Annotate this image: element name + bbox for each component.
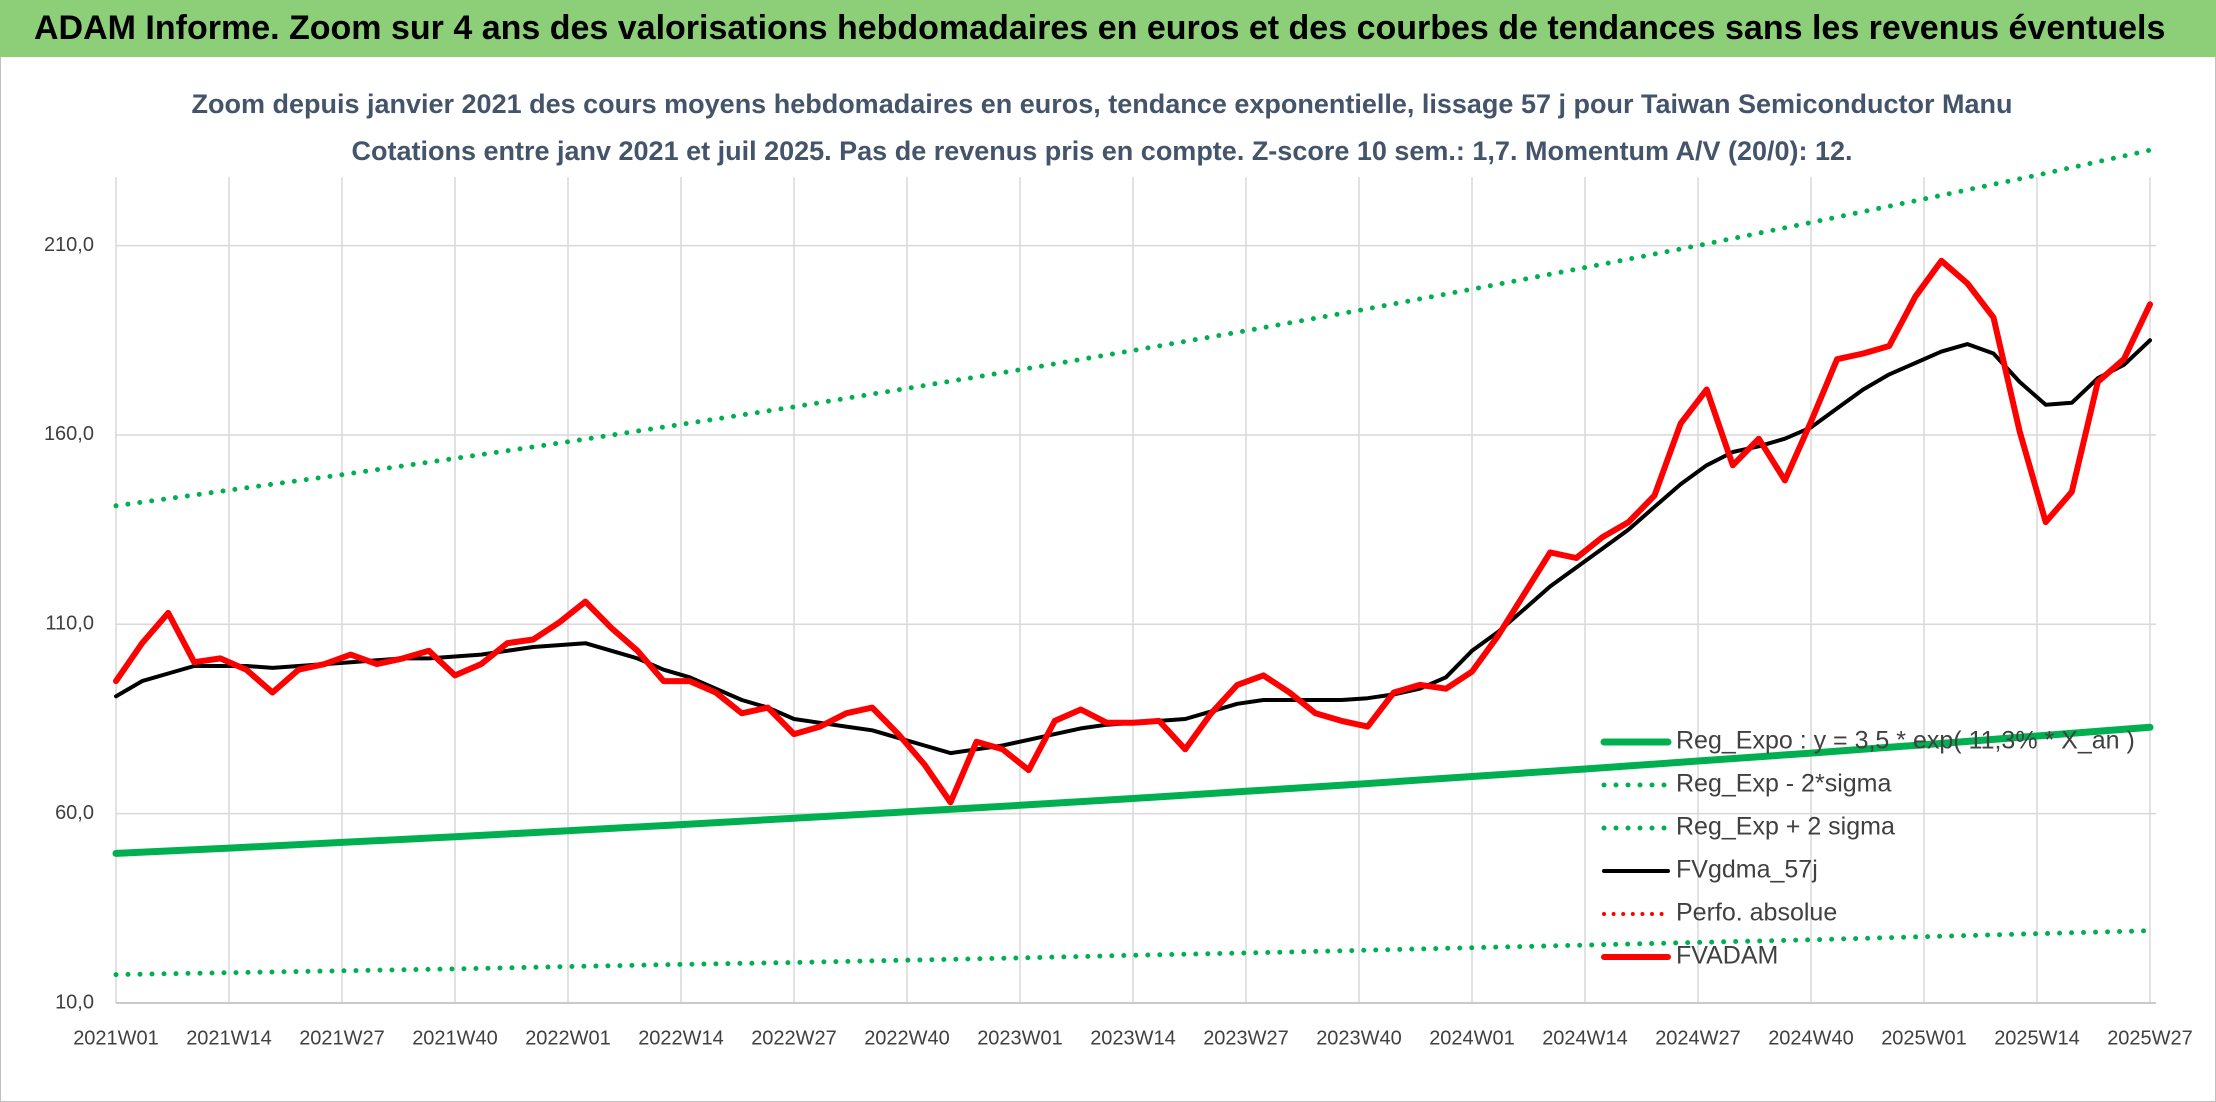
x-tick-label: 2022W27 [751, 1027, 837, 1049]
y-tick-label: 110,0 [45, 613, 94, 635]
y-tick-label: 160,0 [44, 423, 94, 445]
x-tick-label: 2021W27 [299, 1027, 385, 1049]
legend-label: Perfo. absolue [1676, 899, 1837, 927]
x-tick-label: 2024W27 [1655, 1027, 1741, 1049]
legend-label: FVADAM [1676, 942, 1778, 970]
header-title: ADAM Informe. Zoom sur 4 ans des valoris… [34, 9, 2165, 47]
x-tick-label: 2021W14 [186, 1027, 272, 1049]
x-tick-label: 2024W40 [1768, 1027, 1854, 1049]
legend-label: Reg_Exp - 2*sigma [1676, 770, 1891, 798]
y-tick-label: 60,0 [55, 802, 94, 824]
x-tick-label: 2024W01 [1429, 1027, 1515, 1049]
x-tick-label: 2022W14 [638, 1027, 724, 1049]
y-tick-label: 10,0 [55, 991, 94, 1013]
legend-label: FVgdma_57j [1676, 856, 1818, 884]
x-tick-label: 2025W27 [2107, 1027, 2193, 1049]
series-line [112, 723, 2154, 857]
x-tick-label: 2025W14 [1994, 1027, 2080, 1049]
x-tick-label: 2023W40 [1316, 1027, 1402, 1049]
x-tick-label: 2023W14 [1090, 1027, 1176, 1049]
x-tick-label: 2021W40 [412, 1027, 498, 1049]
header-band [0, 0, 2216, 57]
x-tick-label: 2023W27 [1203, 1027, 1289, 1049]
y-tick-label: 210,0 [44, 234, 94, 256]
x-tick-label: 2022W01 [525, 1027, 611, 1049]
x-tick-label: 2024W14 [1542, 1027, 1628, 1049]
x-tick-label: 2023W01 [977, 1027, 1063, 1049]
series-line [113, 257, 2153, 806]
x-tick-label: 2022W40 [864, 1027, 950, 1049]
chart-title: Zoom depuis janvier 2021 des cours moyen… [191, 89, 2012, 119]
x-tick-label: 2025W01 [1881, 1027, 1967, 1049]
legend-label: Reg_Expo : y = 3,5 * exp( 11,3% * X_an ) [1676, 727, 2135, 755]
x-tick-label: 2021W01 [73, 1027, 159, 1049]
chart-subtitle: Cotations entre janv 2021 et juil 2025. … [351, 136, 1852, 166]
legend-label: Reg_Exp + 2 sigma [1676, 813, 1895, 841]
